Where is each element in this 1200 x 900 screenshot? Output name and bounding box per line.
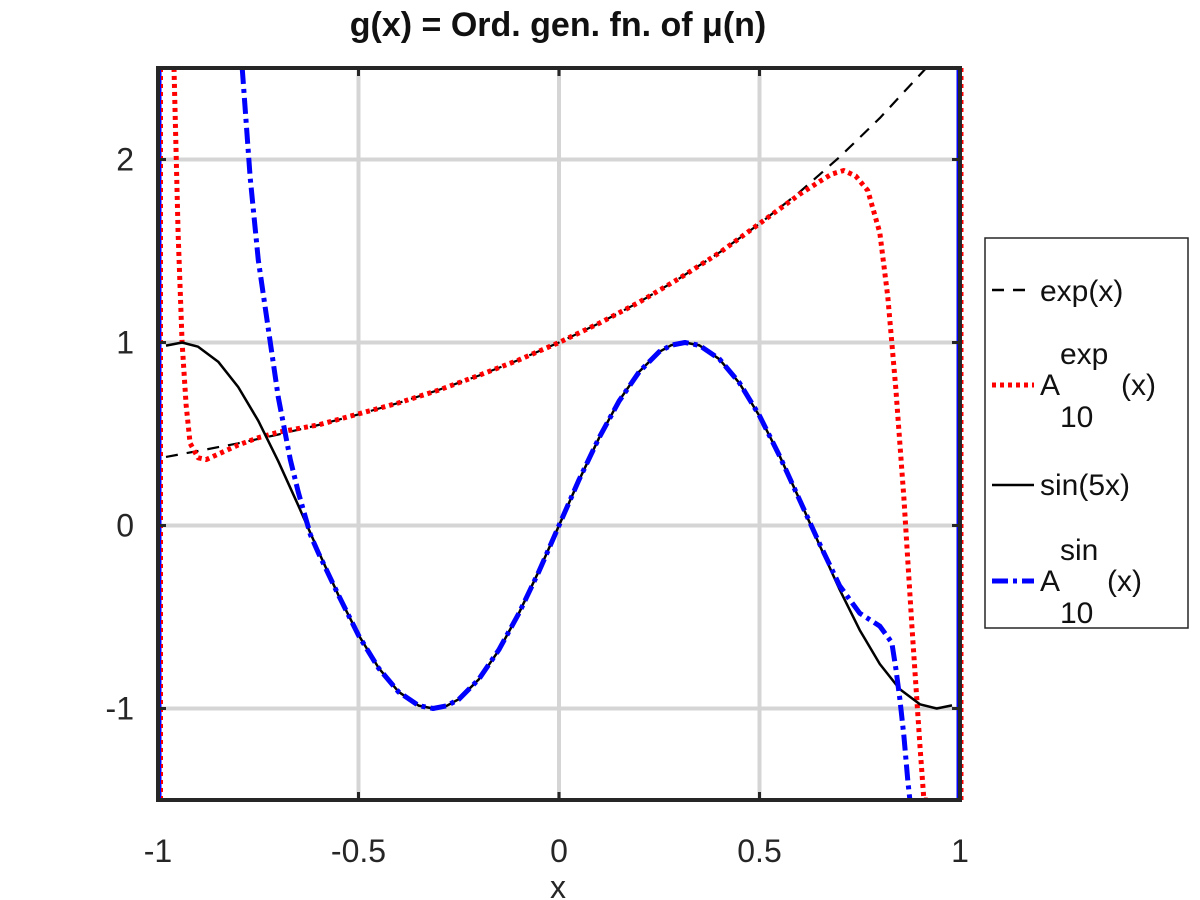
x-tick-label: 1: [951, 833, 969, 869]
x-tick-label: -1: [144, 833, 172, 869]
series-line-0: [165, 68, 928, 458]
x-tick-label: 0: [550, 833, 568, 869]
y-tick-label: 0: [116, 508, 134, 544]
legend: exp(x) A exp 10 (x) sin(5x) A sin 10 (x): [984, 237, 1189, 630]
x-tick-label: -0.5: [331, 833, 386, 869]
legend-label-a10sin-main: A: [1040, 565, 1060, 598]
legend-label-a10exp-main: A: [1040, 369, 1060, 402]
legend-box: [984, 237, 1189, 629]
y-tick-label: 2: [116, 142, 134, 178]
y-tick-label: -1: [106, 691, 134, 727]
series-line-1: [171, 68, 928, 800]
legend-label-sin: sin(5x): [1040, 469, 1130, 502]
legend-label-a10exp-sup: exp: [1060, 338, 1108, 371]
legend-label-a10exp-sub: 10: [1060, 401, 1093, 434]
x-axis-label: x: [550, 869, 566, 900]
axis-ticks: -1 -0.5 0 0.5 1 -1 0 1 2: [106, 68, 969, 869]
x-tick-label: 0.5: [737, 833, 781, 869]
chart-title: g(x) = Ord. gen. fn. of μ(n): [350, 6, 766, 44]
legend-label-exp: exp(x): [1040, 275, 1123, 308]
series-layer: [165, 68, 953, 800]
legend-label-a10exp-after: (x): [1121, 369, 1156, 402]
legend-label-a10sin-sup: sin: [1060, 534, 1098, 567]
series-line-3: [239, 68, 913, 800]
legend-label-a10sin-sub: 10: [1060, 597, 1093, 630]
y-tick-label: 1: [116, 325, 134, 361]
legend-label-a10sin-after: (x): [1107, 565, 1142, 598]
